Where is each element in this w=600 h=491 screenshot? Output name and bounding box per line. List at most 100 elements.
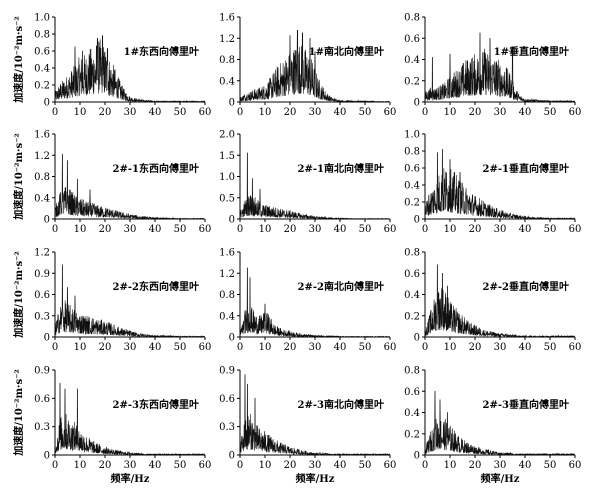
x-tick-label: 20: [284, 460, 297, 471]
x-tick-label: 20: [99, 460, 112, 471]
y-tick-label: 0.4: [219, 311, 235, 322]
y-tick-label: 0.6: [404, 164, 420, 175]
x-tick-label: 50: [174, 342, 187, 353]
x-tick-label: 10: [259, 342, 272, 353]
y-tick-label: 0.6: [404, 34, 420, 45]
y-tick-label: 0.4: [34, 193, 50, 204]
x-tick-label: 30: [309, 224, 322, 235]
y-tick-label: 0.2: [404, 311, 420, 322]
x-tick-label: 50: [359, 107, 372, 118]
x-tick-label: 60: [199, 107, 212, 118]
x-tick-label: 40: [519, 460, 532, 471]
spectrum-trace: [239, 374, 391, 456]
x-tick-label: 30: [124, 224, 137, 235]
x-tick-label: 40: [334, 224, 347, 235]
spectrum-trace: [239, 30, 390, 103]
x-tick-label: 10: [444, 342, 457, 353]
x-tick-label: 10: [259, 460, 272, 471]
y-tick-label: 1.0: [34, 13, 50, 24]
spectrum-trace: [424, 32, 576, 103]
y-tick-label: 0.6: [404, 387, 420, 398]
x-tick-label: 60: [569, 460, 582, 471]
y-tick-label: 0: [44, 333, 50, 344]
x-tick-label: 50: [174, 107, 187, 118]
y-tick-label: 0.8: [404, 248, 420, 259]
y-tick-label: 0: [414, 451, 420, 462]
x-tick-label: 30: [309, 107, 322, 118]
x-tick-label: 20: [99, 342, 112, 353]
y-tick-label: 1.2: [219, 269, 235, 280]
chart-panel-8: 0 10 20 30 40 50 60 0 0.4 0.8 1.2 1.6 2#-2南北向傅里叶: [219, 248, 396, 354]
y-tick-label: 0: [44, 451, 50, 462]
y-tick-label: 1.2: [219, 34, 235, 45]
y-tick-label: 1.5: [219, 151, 235, 162]
x-tick-label: 30: [494, 342, 507, 353]
x-tick-label: 40: [334, 460, 347, 471]
x-tick-label: 30: [494, 224, 507, 235]
y-tick-label: 0: [229, 98, 235, 109]
panel-title: 2#-1南北向傅里叶: [298, 162, 384, 175]
y-tick-label: 1.6: [34, 130, 50, 141]
chart-panel-3: 0 10 20 30 40 50 60 0 0.2 0.4 0.6 0.8 1#垂直向傅里叶: [404, 13, 581, 119]
y-tick-label: 0.6: [34, 394, 50, 405]
x-tick-label: 20: [469, 224, 482, 235]
y-tick-label: 0: [44, 215, 50, 226]
panel-title: 2#-1东西向傅里叶: [113, 162, 199, 175]
chart-panel-9: 0 10 20 30 40 50 60 0 0.2 0.4 0.6 0.8 2#-2垂直向傅里叶: [404, 248, 581, 354]
panel-title: 2#-2南北向傅里叶: [298, 280, 384, 293]
y-tick-label: 0.8: [404, 366, 420, 377]
y-tick-label: 1.0: [404, 130, 420, 141]
x-tick-label: 40: [149, 107, 162, 118]
x-tick-label: 0: [52, 107, 58, 118]
x-tick-label: 50: [544, 342, 557, 353]
y-tick-label: 0.4: [404, 55, 420, 66]
y-tick-label: 1.2: [34, 151, 50, 162]
chart-panel-5: 0 10 20 30 40 50 60 0 0.5 1.0 1.5 2.0 2#-1南北向傅里叶: [219, 130, 396, 236]
spectrum-trace: [54, 382, 206, 456]
y-tick-label: 0: [229, 333, 235, 344]
x-tick-label: 10: [259, 107, 272, 118]
y-tick-label: 0.4: [219, 76, 235, 87]
panel-title: 1#南北向傅里叶: [309, 45, 384, 58]
x-tick-label: 30: [309, 342, 322, 353]
spectrum-trace: [54, 35, 206, 103]
y-tick-label: 0.4: [404, 181, 420, 192]
y-tick-label: 0.6: [219, 394, 235, 405]
x-tick-label: 30: [494, 107, 507, 118]
y-tick-label: 0.8: [34, 172, 50, 183]
panel-title: 2#-1垂直向傅里叶: [483, 162, 569, 175]
x-tick-label: 60: [384, 342, 397, 353]
chart-panel-1: 0 10 20 30 40 50 60 0 0.2 0.4 0.6 0.8 1.0 1#东西向傅里叶 加速度…: [12, 13, 211, 119]
spectrum-trace: [239, 267, 391, 338]
x-tick-label: 40: [149, 460, 162, 471]
y-tick-label: 0: [414, 215, 420, 226]
y-tick-label: 0.5: [219, 193, 235, 204]
chart-panel-12: 0 10 20 30 40 50 60 0 0.2 0.4 0.6 0.8 2#-3垂直向傅里叶频率/H…: [404, 366, 581, 486]
spectrum-trace: [424, 264, 576, 338]
x-tick-label: 40: [149, 224, 162, 235]
y-tick-label: 2.0: [219, 130, 235, 141]
x-tick-label: 60: [569, 342, 582, 353]
y-tick-label: 0.8: [219, 290, 235, 301]
y-tick-label: 0.3: [219, 422, 235, 433]
chart-panel-4: 0 10 20 30 40 50 60 0 0.4 0.8 1.2 1.6 2#-1东西向傅里叶 加速度/…: [12, 130, 211, 236]
panel-title: 2#-2东西向傅里叶: [113, 280, 199, 293]
y-axis-title: 加速度/10⁻²m·s⁻²: [12, 133, 25, 221]
x-tick-label: 10: [74, 224, 87, 235]
panel-title: 2#-2垂直向傅里叶: [483, 280, 569, 293]
y-tick-label: 0: [229, 451, 235, 462]
panel-title: 1#东西向傅里叶: [124, 45, 199, 58]
x-tick-label: 20: [99, 107, 112, 118]
x-tick-label: 10: [74, 460, 87, 471]
x-tick-label: 60: [199, 460, 212, 471]
y-tick-label: 1.0: [219, 172, 235, 183]
x-tick-label: 40: [149, 342, 162, 353]
x-tick-label: 0: [237, 342, 243, 353]
spectrum-trace: [239, 152, 390, 220]
x-tick-label: 10: [74, 107, 87, 118]
x-tick-label: 20: [99, 224, 112, 235]
y-tick-label: 0.6: [34, 290, 50, 301]
panel-title: 2#-3东西向傅里叶: [113, 398, 199, 411]
y-tick-label: 0.6: [34, 47, 50, 58]
